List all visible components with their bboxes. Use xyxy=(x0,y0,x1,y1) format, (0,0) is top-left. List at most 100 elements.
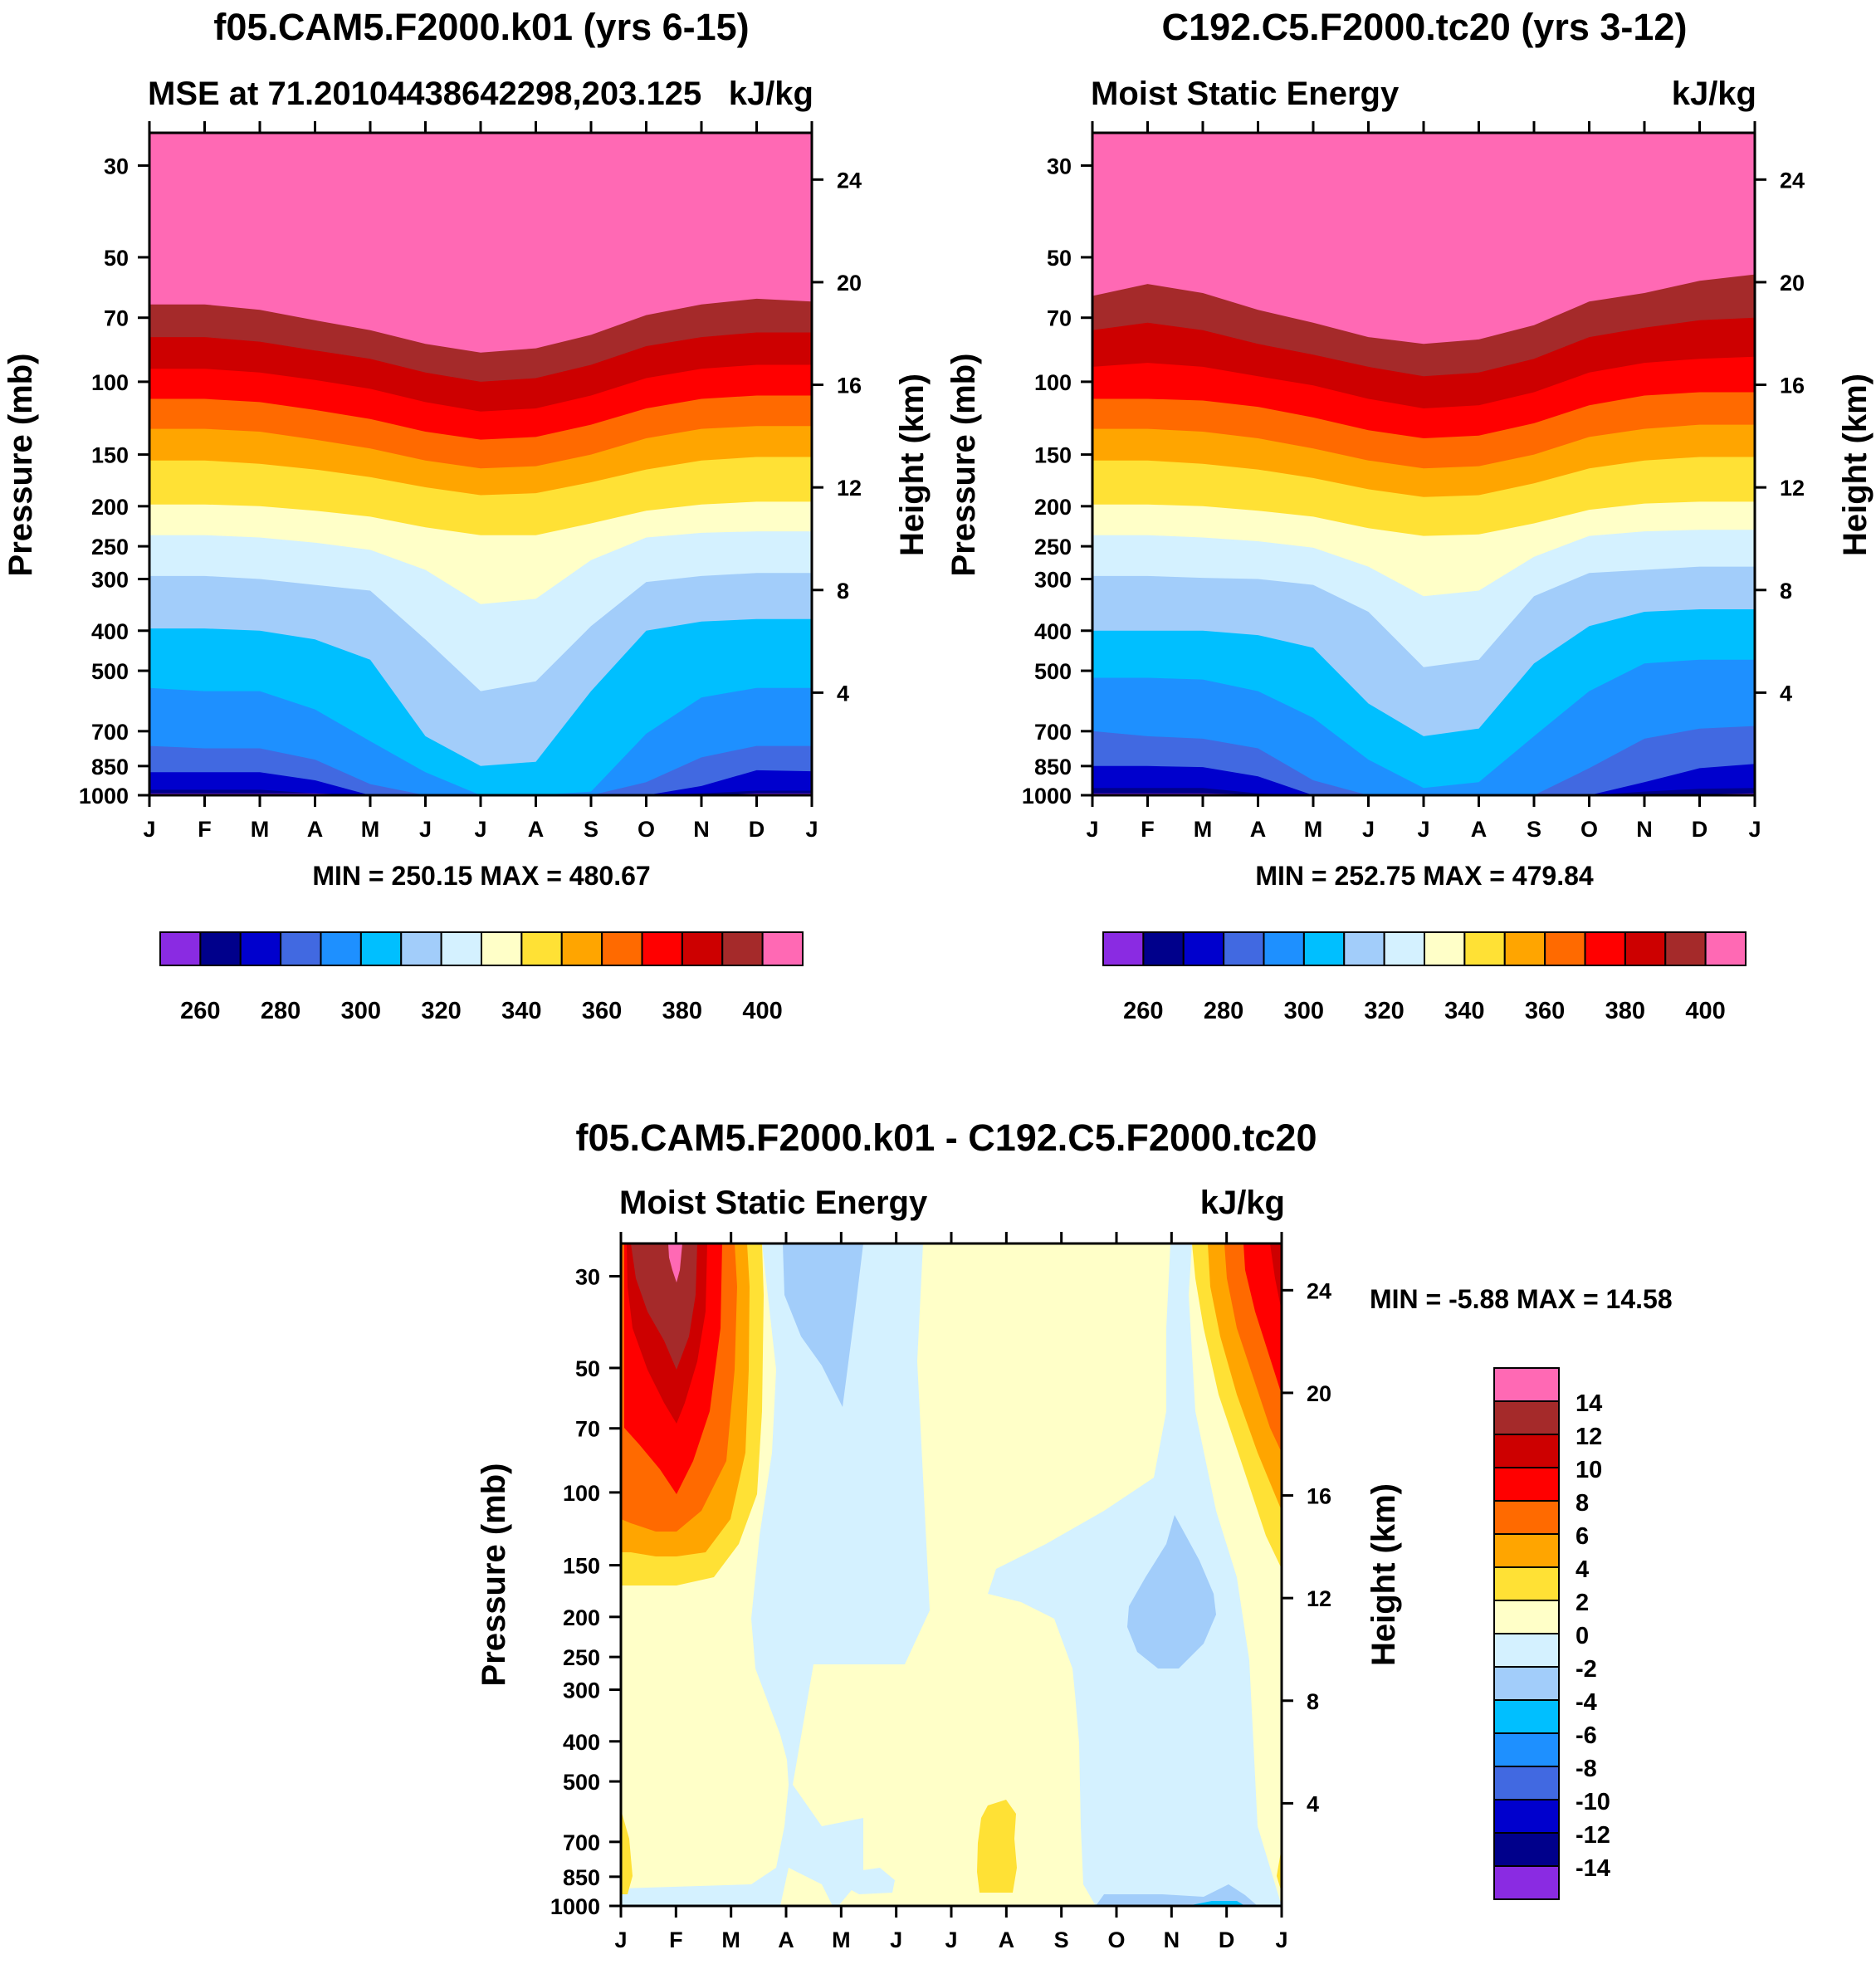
diff-region-above-14 xyxy=(668,1243,682,1283)
y-tick-label: 30 xyxy=(1047,154,1072,178)
panel-3-title: f05.CAM5.F2000.k01 - C192.C5.F2000.tc20 xyxy=(576,1116,1317,1159)
panel-2-chart: C192.C5.F2000.tc20 (yrs 3-12) Moist Stat… xyxy=(945,6,1874,1024)
colorbar-label: 300 xyxy=(1284,998,1324,1024)
colorbar-box xyxy=(320,931,362,966)
x-tick-label: J xyxy=(419,817,432,842)
y-tick-label: 300 xyxy=(563,1678,600,1703)
colorbar-label: -14 xyxy=(1576,1855,1610,1882)
colorbar-box xyxy=(520,931,563,966)
y-tick-label: 150 xyxy=(563,1554,600,1579)
panel-3-contour-fills xyxy=(621,1243,1282,1906)
diff-region-minus4-to-minus2-bottom xyxy=(1096,1884,1258,1906)
colorbar-label: -12 xyxy=(1576,1822,1610,1849)
y-tick-label: 700 xyxy=(91,720,129,745)
y-tick-label: 70 xyxy=(1047,306,1072,331)
x-tick-label: S xyxy=(584,817,598,842)
y2-tick-label: 24 xyxy=(1307,1278,1331,1303)
y2-tick-label: 24 xyxy=(1780,168,1805,193)
colorbar-label: 6 xyxy=(1576,1523,1589,1550)
x-tick-label: A xyxy=(1250,817,1267,842)
x-tick-label: F xyxy=(669,1927,683,1952)
x-tick-label: N xyxy=(1164,1927,1180,1952)
colorbar-box xyxy=(1493,1766,1560,1800)
diff-region-8-to-10-right xyxy=(1243,1243,1282,1395)
colorbar-label: -10 xyxy=(1576,1789,1610,1815)
panel-1-y2label: Height (km) xyxy=(894,374,931,556)
panel-1-chart: f05.CAM5.F2000.k01 (yrs 6-15) MSE at 71.… xyxy=(2,6,931,1024)
diff-region-minus2-to-0-left xyxy=(621,1243,930,1906)
y-tick-label: 500 xyxy=(91,659,129,684)
panel-1-right-label: kJ/kg xyxy=(729,76,813,112)
colorbar-box xyxy=(1493,1367,1560,1402)
panel-2-contour-fills xyxy=(1092,133,1755,796)
colorbar-box xyxy=(400,931,442,966)
y-tick-label: 500 xyxy=(1034,659,1072,684)
colorbar-box xyxy=(159,931,202,966)
y-tick-label: 500 xyxy=(563,1770,600,1795)
y-tick-label: 50 xyxy=(575,1356,600,1381)
y-tick-label: 150 xyxy=(1034,443,1072,468)
colorbar-box xyxy=(560,931,603,966)
y2-tick-label: 20 xyxy=(837,271,862,296)
colorbar-box xyxy=(239,931,282,966)
x-tick-label: O xyxy=(1107,1927,1125,1952)
panel-3-y2label: Height (km) xyxy=(1365,1483,1402,1666)
colorbar-box xyxy=(1493,1732,1560,1767)
y-tick-label: 200 xyxy=(91,495,129,520)
x-tick-label: D xyxy=(749,817,765,842)
y2-tick-label: 16 xyxy=(1307,1484,1331,1509)
colorbar-box xyxy=(721,931,764,966)
panel-2-axes: J F M A M J J A S O N D J 30 50 70 100 150 200 250 300 400 500… xyxy=(1022,121,1805,842)
colorbar-label: -6 xyxy=(1576,1722,1597,1749)
colorbar-box xyxy=(481,931,523,966)
panel-2-y2label: Height (km) xyxy=(1837,374,1874,556)
y-tick-label: 100 xyxy=(1034,370,1072,395)
panel-2-left-label: Moist Static Energy xyxy=(1091,76,1400,112)
colorbar-box xyxy=(1624,931,1667,966)
x-tick-label: J xyxy=(474,817,486,842)
panel-2-title: C192.C5.F2000.tc20 (yrs 3-12) xyxy=(1162,6,1688,48)
x-tick-label: A xyxy=(1471,817,1488,842)
y2-tick-label: 8 xyxy=(1780,579,1792,603)
x-tick-label: F xyxy=(1141,817,1155,842)
y-tick-label: 250 xyxy=(563,1645,600,1670)
panel-3-chart: f05.CAM5.F2000.k01 - C192.C5.F2000.tc20 … xyxy=(476,1116,1673,1952)
colorbar-box xyxy=(1493,1566,1560,1601)
colorbar-box xyxy=(1263,931,1305,966)
colorbar-label: 260 xyxy=(1123,998,1163,1024)
colorbar-box xyxy=(1493,1500,1560,1535)
colorbar-label: 0 xyxy=(1576,1623,1589,1649)
y-tick-label: 400 xyxy=(1034,619,1072,644)
panel-3-right-label: kJ/kg xyxy=(1200,1185,1285,1221)
y2-tick-label: 20 xyxy=(1307,1381,1331,1406)
x-tick-label: A xyxy=(528,817,545,842)
y2-tick-label: 16 xyxy=(1780,374,1805,398)
x-tick-label: J xyxy=(1275,1927,1287,1952)
panel-1-minmax: MIN = 250.15 MAX = 480.67 xyxy=(312,861,650,891)
contour-band-2 xyxy=(1092,764,1755,795)
y-tick-label: 1000 xyxy=(1022,784,1072,809)
diff-region-minus2-to-0-right xyxy=(988,1243,1282,1906)
y-tick-label: 300 xyxy=(91,568,129,593)
colorbar-label: 2 xyxy=(1576,1590,1589,1616)
colorbar-label: 320 xyxy=(421,998,461,1024)
panel-1-title: f05.CAM5.F2000.k01 (yrs 6-15) xyxy=(213,6,749,48)
colorbar-box xyxy=(1343,931,1385,966)
y-tick-label: 400 xyxy=(91,619,129,644)
colorbar-box xyxy=(1503,931,1546,966)
colorbar-box xyxy=(1493,1633,1560,1668)
colorbar-label: 8 xyxy=(1576,1490,1589,1517)
x-tick-label: A xyxy=(778,1927,794,1952)
y2-tick-label: 12 xyxy=(1780,476,1805,501)
y-tick-label: 50 xyxy=(1047,246,1072,271)
y-tick-label: 250 xyxy=(1034,535,1072,559)
panel-2-minmax: MIN = 252.75 MAX = 479.84 xyxy=(1255,861,1594,891)
colorbar-box xyxy=(1493,1600,1560,1634)
y-tick-label: 30 xyxy=(104,154,129,178)
colorbar-label: 14 xyxy=(1576,1390,1602,1417)
colorbar-label: 320 xyxy=(1364,998,1404,1024)
colorbar-box xyxy=(1493,1666,1560,1701)
colorbar-label: 400 xyxy=(742,998,782,1024)
colorbar-box xyxy=(1493,1832,1560,1867)
x-tick-label: J xyxy=(614,1927,627,1952)
